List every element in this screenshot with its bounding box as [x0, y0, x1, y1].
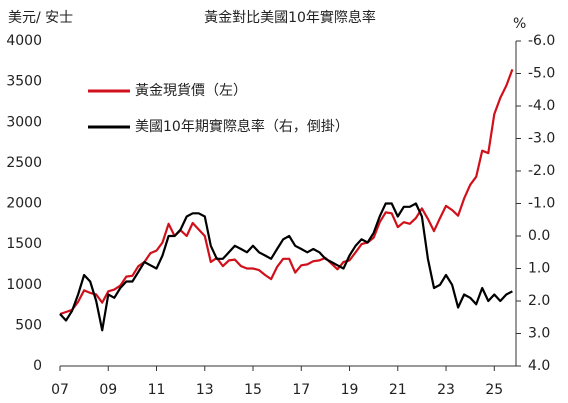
y2-tick-label: 3.0	[528, 326, 550, 342]
y-tick-label: 3000	[6, 114, 42, 130]
y2-tick-label: -1.0	[528, 196, 555, 212]
x-tick-label: 07	[51, 382, 69, 398]
y2-tick-label: 1.0	[528, 261, 550, 277]
y-tick-label: 0	[33, 358, 42, 374]
y-tick-label: 1500	[6, 236, 42, 252]
y-axis-label: 美元/ 安士	[8, 10, 73, 26]
y2-tick-label: -2.0	[528, 163, 555, 179]
x-tick-label: 21	[389, 382, 407, 398]
x-tick-label: 17	[292, 382, 310, 398]
y2-tick-label: -3.0	[528, 131, 555, 147]
y2-tick-label: 2.0	[528, 293, 550, 309]
y-tick-label: 500	[15, 317, 42, 333]
x-tick-label: 09	[99, 382, 117, 398]
series-line	[59, 69, 514, 316]
x-tick-label: 15	[244, 382, 262, 398]
y-tick-label: 2000	[6, 196, 42, 212]
y-tick-label: 2500	[6, 155, 42, 171]
y2-tick-label: -5.0	[528, 66, 555, 82]
y2-tick-label: 4.0	[528, 358, 550, 374]
x-tick-label: 19	[341, 382, 359, 398]
legend-label: 黃金現貨價（左）	[135, 82, 247, 99]
y2-tick-label: -4.0	[528, 98, 555, 114]
y2-axis-label: %	[513, 16, 526, 32]
series-line	[59, 202, 513, 332]
legend-label: 美國10年期實際息率（右，倒掛）	[135, 118, 349, 135]
chart-title: 黃金對比美國10年實際息率	[204, 9, 376, 26]
y-tick-label: 3500	[6, 74, 42, 90]
y2-tick-label: -6.0	[528, 33, 555, 49]
x-tick-label: 25	[485, 382, 503, 398]
y2-tick-label: 0.0	[528, 228, 550, 244]
x-tick-label: 23	[437, 382, 455, 398]
y-tick-label: 4000	[6, 33, 42, 49]
x-tick-label: 13	[196, 382, 214, 398]
y-tick-label: 1000	[6, 277, 42, 293]
x-tick-label: 11	[148, 382, 166, 398]
